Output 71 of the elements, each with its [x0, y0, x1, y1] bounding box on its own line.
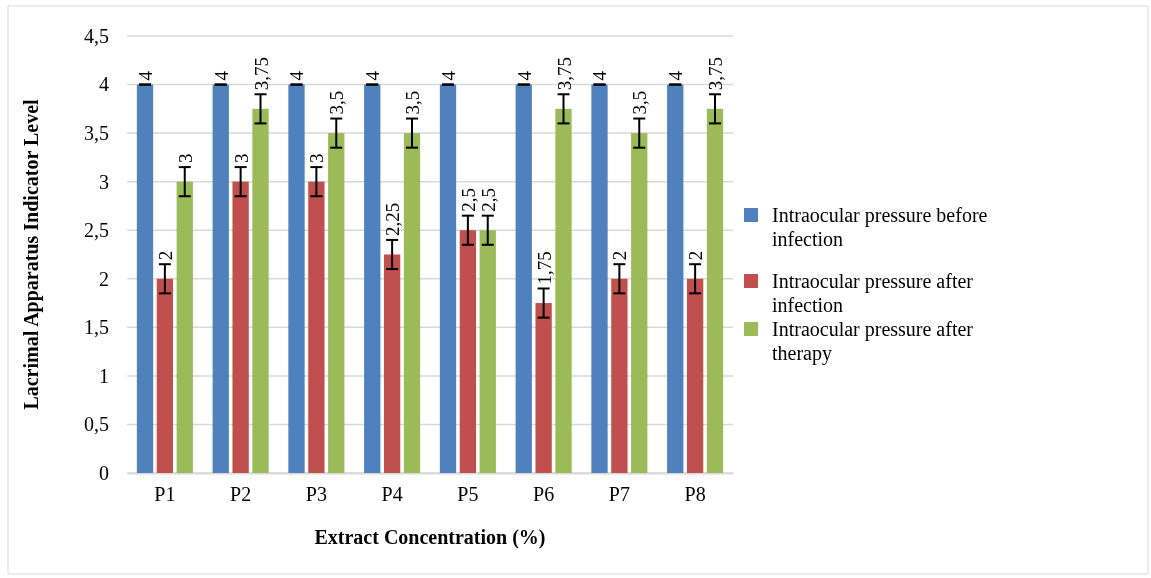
bar	[706, 108, 724, 473]
x-tick-label: P3	[305, 483, 327, 506]
bar	[439, 84, 457, 473]
bar	[686, 278, 704, 473]
x-tick-label: P2	[230, 483, 252, 506]
legend-label: Intraocular pressure after therapy	[772, 318, 974, 365]
data-label: 2,5	[457, 187, 479, 212]
x-tick-label: P7	[608, 483, 630, 506]
data-label: 3,5	[629, 90, 651, 115]
data-label: 3,5	[326, 90, 348, 115]
y-axis-title: Lacrimal Apparatus Indicator Level	[20, 98, 43, 410]
data-label: 3	[174, 153, 196, 164]
y-tick-label: 0	[99, 461, 109, 484]
y-tick-label: 4	[99, 73, 109, 96]
data-label: 4	[438, 70, 459, 81]
bar	[667, 84, 684, 473]
data-label: 3,75	[553, 57, 575, 91]
data-label: 2,25	[382, 202, 404, 236]
y-tick-label: 4,5	[84, 24, 109, 47]
data-label: 4	[589, 70, 611, 81]
bar	[403, 133, 421, 473]
data-label: 2	[685, 250, 707, 261]
y-tick-label: 0,5	[84, 413, 109, 436]
data-label: 4	[665, 70, 687, 81]
legend-label: Intraocular pressure after infection	[772, 270, 974, 316]
data-label: 3	[306, 153, 328, 164]
data-label: 2,5	[477, 187, 499, 212]
data-label: 4	[362, 70, 384, 81]
bar	[136, 84, 154, 473]
legend-label: Intraocular pressure before infection	[772, 204, 988, 250]
bar	[176, 181, 193, 473]
bar	[252, 108, 269, 473]
bar	[308, 181, 325, 473]
bar	[212, 84, 229, 473]
bar	[515, 84, 532, 473]
data-label: 4	[135, 70, 156, 81]
bar	[479, 230, 496, 473]
data-label: 4	[210, 70, 232, 81]
data-label: 3	[230, 153, 252, 164]
x-tick-label: P4	[381, 483, 403, 506]
bar	[535, 303, 552, 473]
data-label: 1,75	[533, 251, 555, 285]
y-tick-label: 1,5	[84, 316, 109, 339]
bar	[383, 254, 401, 473]
x-tick-label: P1	[154, 483, 176, 506]
bar	[591, 84, 608, 473]
data-label: 3,75	[250, 57, 272, 91]
data-label: 2	[154, 250, 176, 261]
y-tick-label: 2	[99, 267, 109, 290]
bar	[631, 133, 648, 473]
bar	[459, 230, 477, 473]
x-tick-label: P5	[457, 483, 479, 506]
y-tick-label: 1	[99, 364, 109, 387]
data-label: 4	[286, 70, 308, 81]
bar	[364, 84, 381, 473]
data-label: 4	[513, 70, 535, 81]
x-axis-title: Extract Concentration (%)	[314, 526, 546, 549]
bar	[288, 84, 305, 473]
data-label: 3,5	[402, 90, 423, 115]
y-tick-label: 3,5	[84, 122, 109, 145]
bar	[555, 108, 572, 473]
bar	[156, 278, 174, 473]
bar	[611, 278, 628, 473]
bar	[232, 181, 249, 473]
y-tick-label: 2,5	[84, 219, 109, 242]
data-label: 2	[609, 250, 631, 261]
data-label: 3,75	[705, 57, 726, 91]
x-tick-label: P8	[684, 483, 706, 506]
x-tick-label: P6	[533, 483, 555, 506]
y-tick-label: 3	[99, 170, 109, 193]
bar	[328, 133, 345, 473]
